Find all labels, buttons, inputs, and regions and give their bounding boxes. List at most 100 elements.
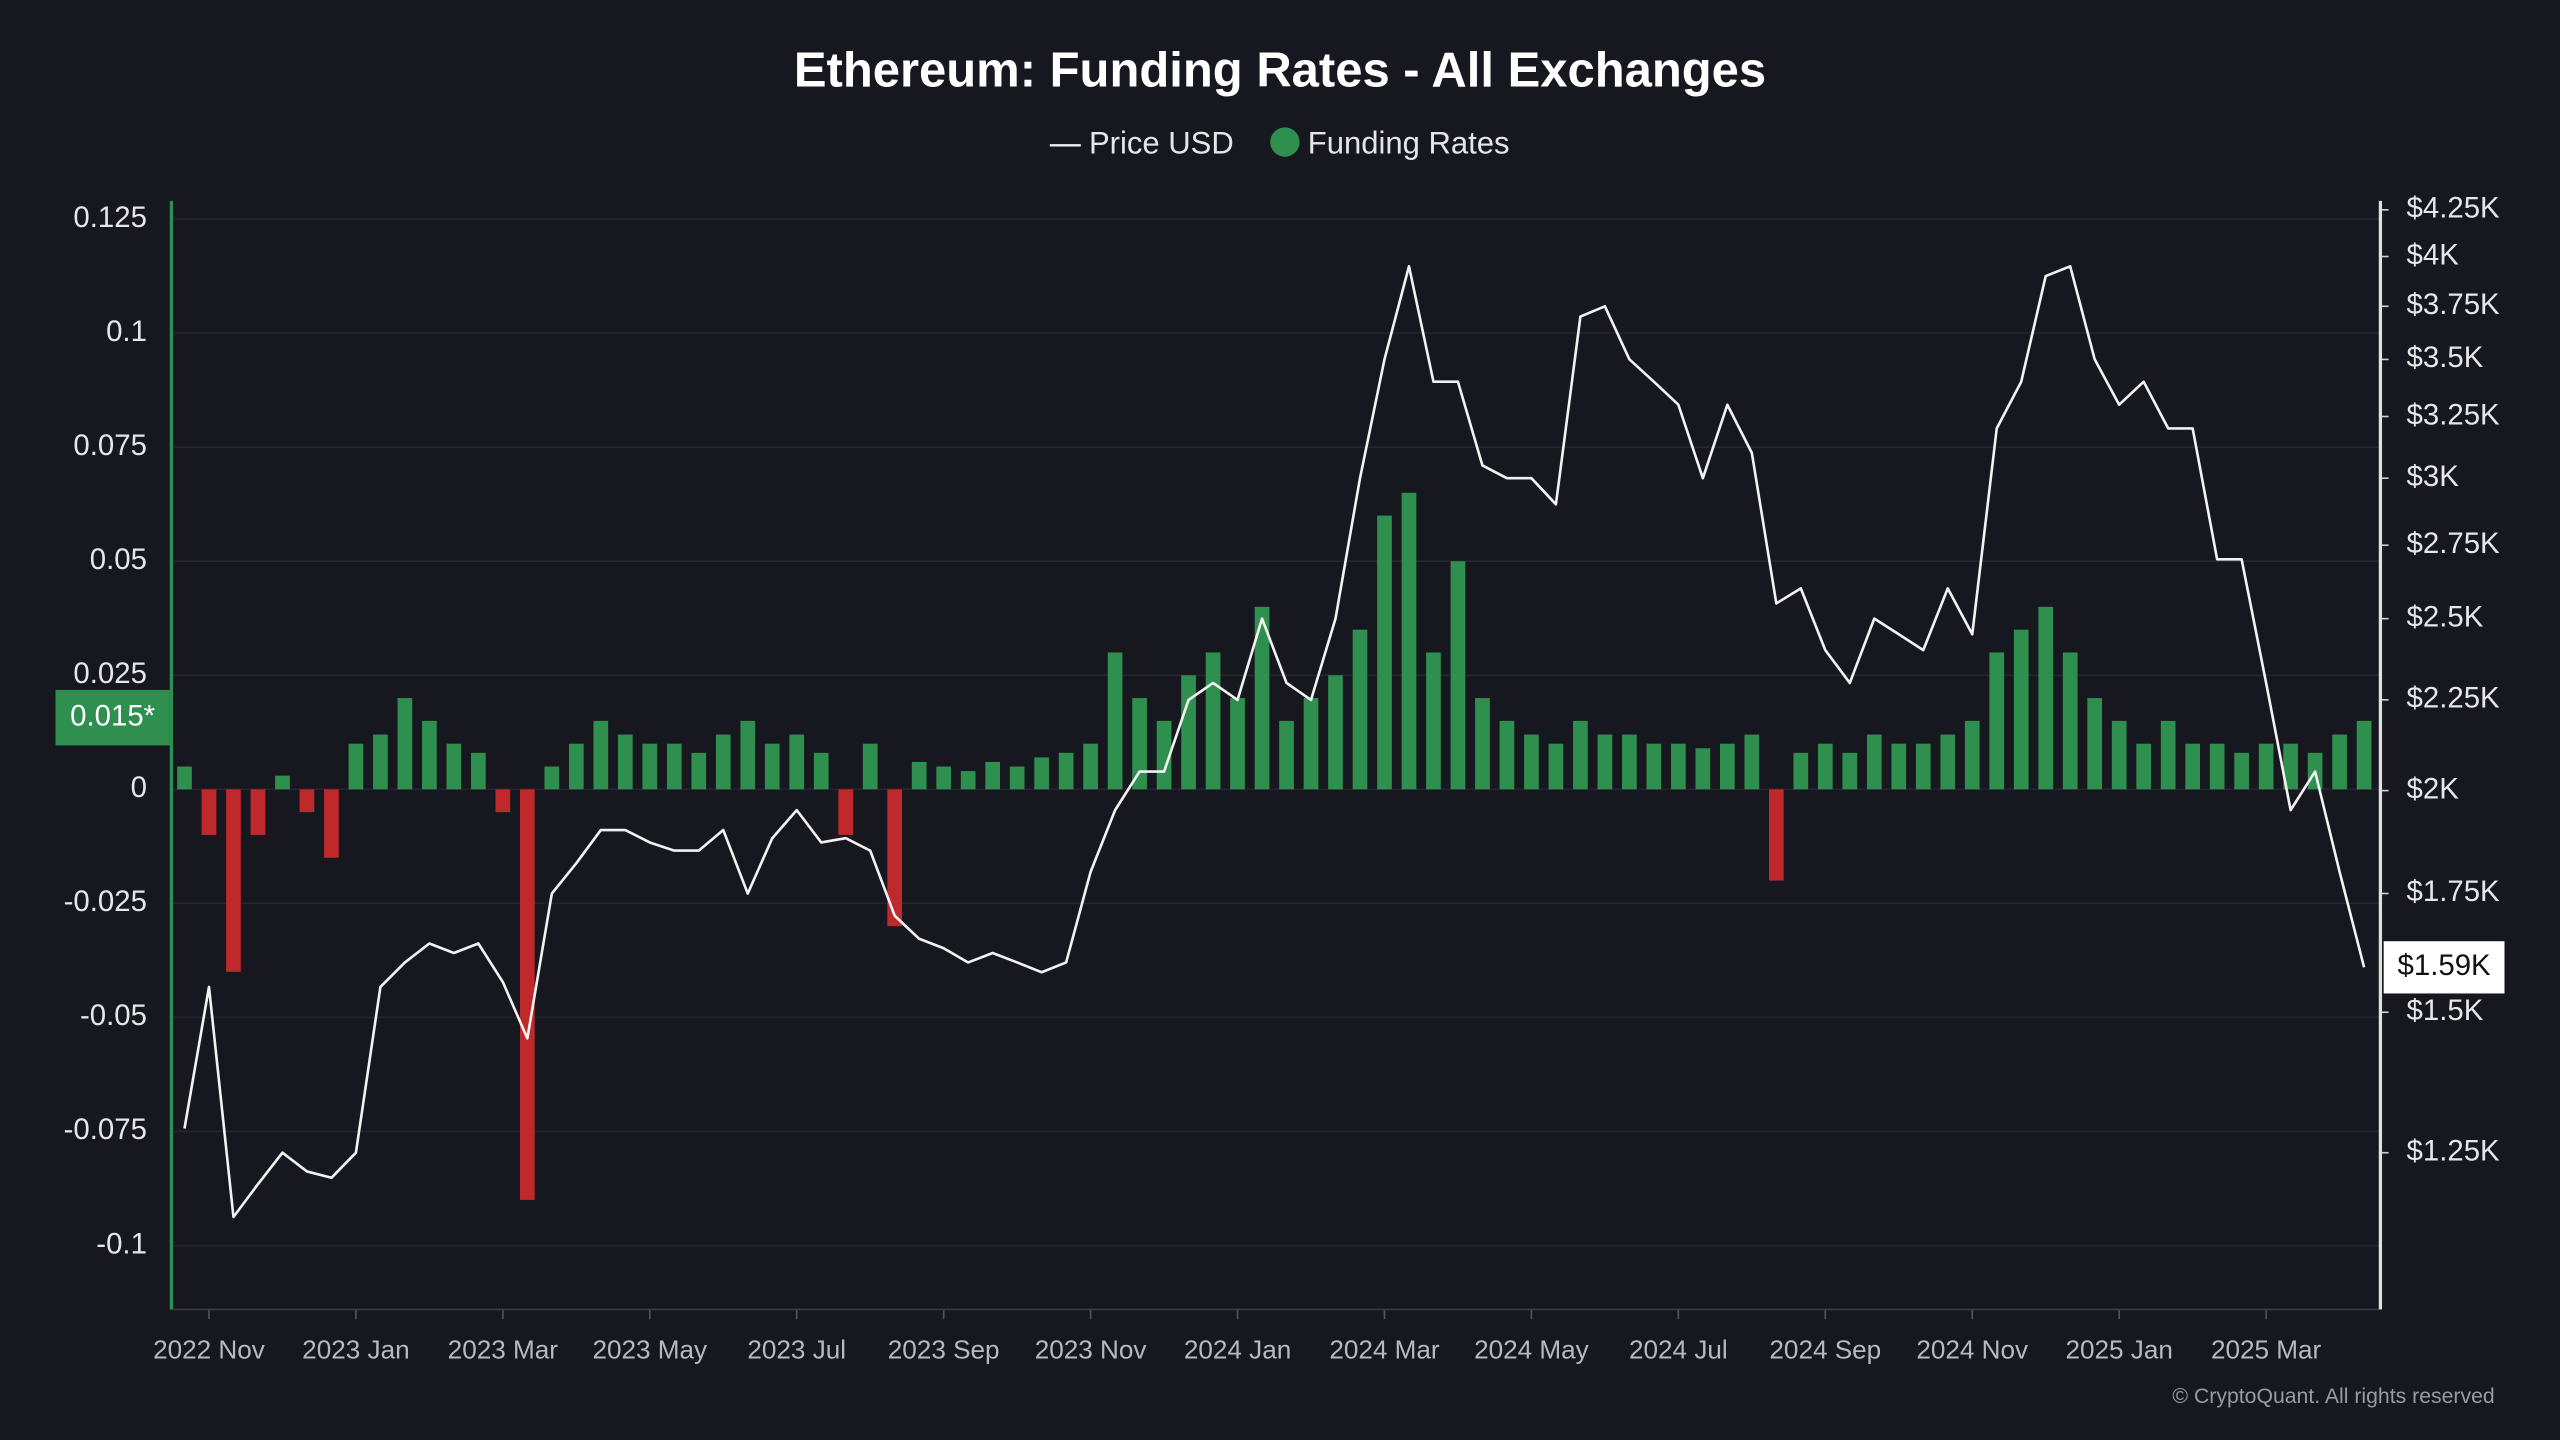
legend-dot-icon [1270, 127, 1300, 157]
x-tick-label: 2023 Nov [1035, 1335, 1147, 1365]
bar [1058, 752, 1074, 790]
y-tick-label: 0.025 [73, 657, 147, 690]
bar [789, 734, 805, 790]
chart-title: Ethereum: Funding Rates - All Exchanges [794, 43, 1766, 97]
bar [764, 743, 780, 790]
y-tick-label: 0 [131, 771, 147, 804]
bar [1524, 734, 1539, 790]
x-tick-label: 2023 Jan [302, 1335, 409, 1365]
y2-tick-label: $3.5K [2407, 341, 2484, 374]
bar [715, 734, 731, 790]
bar [2160, 720, 2176, 790]
bar [520, 789, 535, 1200]
bar [887, 789, 903, 927]
bar [1450, 561, 1466, 790]
bar [2234, 752, 2249, 790]
y2-tick-label: $3.25K [2407, 398, 2501, 431]
bar [1475, 698, 1490, 790]
y-tick-label: 0.05 [90, 543, 147, 576]
bar [544, 766, 560, 790]
bar [373, 734, 388, 790]
bar [1597, 734, 1613, 790]
bar [1940, 734, 1956, 790]
bar [568, 743, 584, 790]
price-line [183, 264, 2366, 1219]
bar [275, 775, 290, 790]
x-tick-label: 2022 Nov [153, 1335, 265, 1365]
legend-label: Funding Rates [1308, 125, 1510, 160]
y2-tick-label: $4K [2407, 238, 2460, 271]
bar [1377, 515, 1392, 790]
x-tick-label: 2023 May [592, 1335, 707, 1365]
x-tick-label: 2023 Sep [888, 1335, 1000, 1365]
bar [495, 789, 511, 813]
bar [1842, 752, 1858, 790]
bar [911, 761, 927, 790]
bar [1426, 652, 1441, 790]
bar [936, 766, 952, 790]
bar [1499, 720, 1515, 790]
bar [299, 789, 315, 813]
y-tick-label: 0.075 [73, 429, 147, 462]
x-tick-label: 2024 Sep [1769, 1335, 1881, 1365]
bar [1817, 743, 1833, 790]
bar [862, 743, 878, 790]
y2-tick-label: $2.5K [2407, 600, 2484, 633]
x-tick-label: 2023 Mar [448, 1335, 559, 1365]
bar [1548, 743, 1564, 790]
bar [446, 743, 462, 790]
bar [2038, 606, 2054, 790]
bar [2209, 743, 2225, 790]
bar [2185, 743, 2200, 790]
bar [1768, 789, 1784, 881]
x-tick-label: 2024 Jan [1184, 1335, 1291, 1365]
bar [740, 720, 756, 790]
y-tick-label: 0.1 [106, 315, 147, 348]
bar [1964, 720, 1980, 790]
y-tick-label: -0.075 [64, 1113, 147, 1146]
y-tick-label: -0.1 [96, 1227, 147, 1260]
bar [201, 789, 217, 835]
last-value-label: $1.59K [2398, 949, 2492, 982]
bar [1352, 629, 1368, 790]
bar [1695, 748, 1711, 790]
bar [2258, 743, 2274, 790]
bar [2136, 743, 2152, 790]
legend-label: Price USD [1089, 125, 1234, 160]
bar [1083, 743, 1098, 790]
y2-tick-label: $1.75K [2407, 875, 2501, 908]
bar [1132, 698, 1147, 790]
bar [2283, 743, 2298, 790]
bar [960, 771, 976, 790]
bar [1181, 675, 1196, 790]
bar [642, 743, 658, 790]
source-note: © CryptoQuant. All rights reserved [2172, 1385, 2494, 1408]
last-value-box [55, 689, 170, 746]
x-tick-label: 2024 May [1474, 1335, 1589, 1365]
x-tick-label: 2025 Jan [2065, 1335, 2172, 1365]
bar [2332, 734, 2347, 790]
bar [2013, 629, 2029, 790]
x-tick-label: 2024 Nov [1916, 1335, 2028, 1365]
bar [985, 761, 1000, 790]
last-value-label: 0.015* [70, 699, 155, 732]
x-tick-label: 2023 Jul [747, 1335, 846, 1365]
y2-tick-label: $2.75K [2407, 527, 2501, 560]
bar [2087, 698, 2103, 790]
bar [1009, 766, 1025, 790]
bar [1303, 698, 1319, 790]
y-tick-label: -0.05 [80, 999, 147, 1032]
bar [617, 734, 633, 790]
y-tick-label: -0.025 [64, 885, 147, 918]
bar [1744, 734, 1760, 790]
bar [1915, 743, 1931, 790]
x-tick-label: 2024 Jul [1629, 1335, 1728, 1365]
bar [324, 789, 339, 858]
bar [813, 752, 829, 790]
bar [691, 752, 707, 790]
bar [2062, 652, 2078, 790]
bar [1891, 743, 1907, 790]
bar [250, 789, 266, 835]
bar [666, 743, 682, 790]
